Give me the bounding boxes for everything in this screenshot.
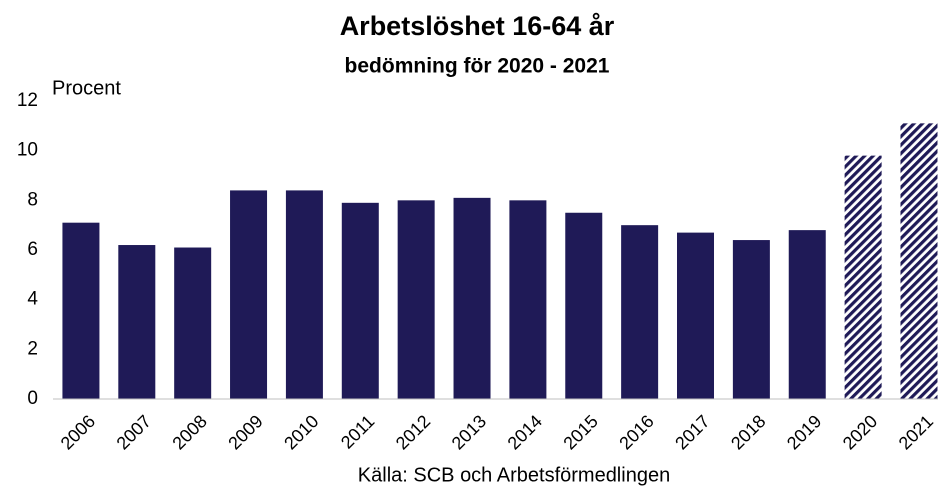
x-tick-label: 2021 [895, 411, 937, 453]
x-tick-label: 2007 [113, 411, 155, 453]
x-tick-label: 2017 [671, 411, 713, 453]
x-tick-label: 2013 [448, 411, 490, 453]
bar [397, 200, 435, 399]
x-tick-label: 2011 [337, 411, 379, 453]
bar [844, 155, 882, 399]
bar [341, 202, 379, 399]
bar [174, 247, 212, 399]
bar [621, 225, 659, 399]
x-tick-label: 2008 [168, 411, 210, 453]
x-tick-label: 2012 [392, 411, 434, 453]
bar [732, 240, 770, 399]
bar [565, 212, 603, 399]
x-tick-label: 2020 [839, 411, 881, 453]
source-note: Källa: SCB och Arbetsförmedlingen [358, 464, 670, 486]
y-tick-label: 4 [27, 289, 38, 310]
y-axis-label: Procent [52, 77, 121, 99]
x-tick-label: 2018 [727, 411, 769, 453]
y-tick-label: 0 [27, 388, 38, 409]
x-tick-label: 2009 [224, 411, 266, 453]
bar [900, 123, 938, 399]
x-tick-label: 2010 [280, 411, 322, 453]
bar [453, 197, 491, 399]
y-tick-label: 2 [27, 338, 38, 359]
y-tick-label: 8 [27, 189, 38, 210]
x-tick-label: 2014 [504, 411, 546, 453]
chart-title: Arbetslöshet 16-64 år [340, 11, 615, 41]
x-tick-label: 2006 [57, 411, 99, 453]
y-tick-label: 10 [17, 140, 38, 161]
bar [230, 190, 268, 399]
bar [677, 232, 715, 399]
x-tick-label: 2019 [783, 411, 825, 453]
bar [285, 190, 323, 399]
x-tick-label: 2016 [615, 411, 657, 453]
bar [788, 230, 826, 399]
y-tick-label: 6 [27, 239, 38, 260]
bar [509, 200, 547, 399]
bar [118, 245, 156, 399]
y-tick-label: 12 [17, 90, 38, 111]
chart-subtitle: bedömning för 2020 - 2021 [345, 55, 610, 78]
x-tick-label: 2015 [559, 411, 601, 453]
bar [62, 222, 100, 399]
